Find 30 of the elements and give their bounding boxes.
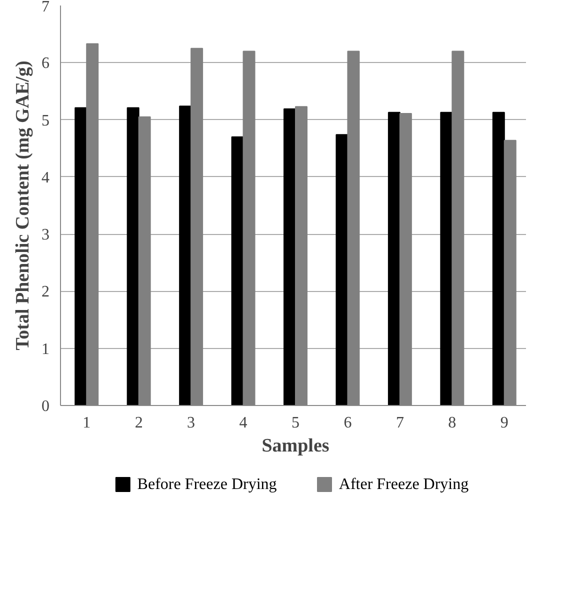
y-tick-label: 1 bbox=[42, 340, 50, 358]
x-tick-label: 2 bbox=[134, 414, 143, 432]
x-tick-label: 4 bbox=[239, 414, 248, 432]
y-tick-label: 3 bbox=[42, 226, 50, 244]
x-tick-label: 6 bbox=[344, 414, 352, 432]
x-tick-label: 7 bbox=[396, 414, 404, 432]
bar bbox=[388, 112, 400, 406]
x-axis-title: Samples bbox=[262, 436, 330, 456]
bar bbox=[231, 136, 244, 406]
x-tick-label: 8 bbox=[448, 414, 456, 432]
y-tick-label: 2 bbox=[42, 284, 50, 301]
bar bbox=[440, 112, 453, 406]
y-tick-label: 5 bbox=[42, 112, 50, 130]
y-tick-label: 0 bbox=[42, 398, 50, 415]
bar bbox=[492, 112, 505, 406]
bar bbox=[74, 107, 88, 406]
legend-label: After Freeze Drying bbox=[338, 476, 469, 493]
y-tick-label: 4 bbox=[42, 169, 50, 186]
bar bbox=[336, 134, 348, 406]
x-tick-label: 5 bbox=[292, 414, 300, 432]
y-tick-label: 6 bbox=[42, 55, 50, 72]
x-tick-label: 3 bbox=[187, 414, 196, 432]
x-tick-label: 9 bbox=[500, 414, 508, 432]
y-axis-title: Total Phenolic Content (mg GAE/g) bbox=[12, 60, 34, 350]
bar bbox=[126, 107, 140, 406]
x-tick-label: 1 bbox=[82, 414, 91, 432]
bar bbox=[284, 108, 296, 406]
bar bbox=[179, 106, 192, 406]
legend-label: Before Freeze Drying bbox=[137, 476, 277, 493]
y-tick-label: 7 bbox=[42, 0, 50, 16]
